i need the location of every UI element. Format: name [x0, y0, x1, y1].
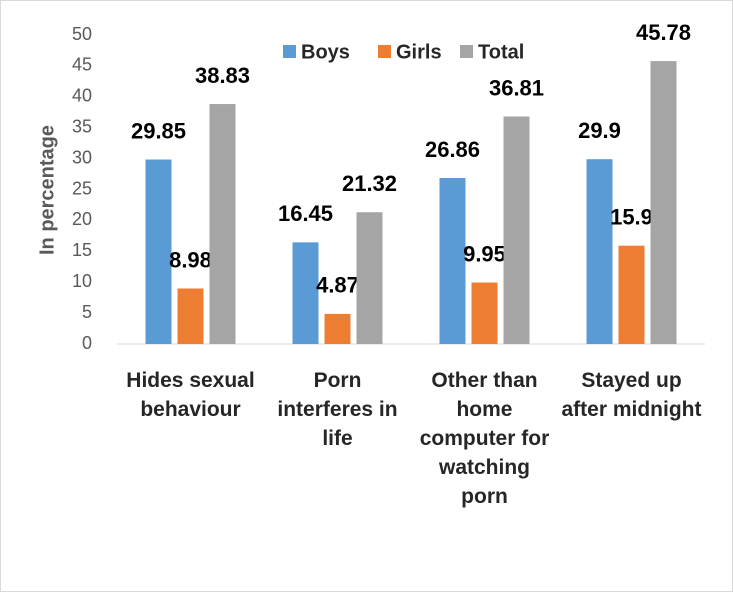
data-label: 26.86 — [425, 137, 480, 162]
data-label: 38.83 — [195, 63, 250, 88]
bar — [471, 282, 498, 344]
y-tick-label: 0 — [82, 333, 92, 353]
legend-swatch — [460, 45, 473, 58]
data-label: 21.32 — [342, 171, 397, 196]
bar — [177, 288, 204, 344]
data-label: 4.87 — [316, 273, 359, 298]
y-tick-label: 35 — [72, 116, 92, 136]
data-label: 29.9 — [578, 118, 621, 143]
y-tick-label: 25 — [72, 178, 92, 198]
bar — [292, 242, 319, 344]
data-label: 15.9 — [610, 205, 653, 230]
bar — [439, 178, 466, 344]
legend-swatch — [378, 45, 391, 58]
y-tick-label: 45 — [72, 55, 92, 75]
y-tick-label: 50 — [72, 24, 92, 44]
x-tick-label: Stayed up after midnight — [561, 369, 702, 421]
data-label: 9.95 — [463, 241, 506, 266]
y-axis-label: In percentage — [36, 125, 58, 255]
legend-label: Total — [478, 41, 524, 63]
y-tick-label: 40 — [72, 86, 92, 106]
data-label: 36.81 — [489, 75, 544, 100]
x-tick-label: Other than home computer for watching po… — [419, 369, 550, 508]
bar — [209, 104, 236, 344]
bar — [618, 245, 645, 344]
y-tick-label: 10 — [72, 271, 92, 291]
bar — [650, 61, 677, 345]
y-tick-label: 30 — [72, 147, 92, 167]
bar — [503, 116, 530, 345]
legend-label: Girls — [396, 41, 442, 63]
bar — [356, 212, 383, 344]
x-tick-label: Hides sexual behaviour — [126, 369, 255, 421]
y-tick-label: 20 — [72, 209, 92, 229]
data-label: 8.98 — [169, 247, 212, 272]
x-tick-label: Porn interferes in life — [277, 369, 398, 450]
y-tick-label: 5 — [82, 302, 92, 322]
bar — [586, 159, 613, 344]
bar — [145, 159, 172, 344]
data-label: 16.45 — [278, 201, 333, 226]
legend-swatch — [283, 45, 296, 58]
y-tick-label: 15 — [72, 240, 92, 260]
data-label: 29.85 — [131, 118, 186, 143]
legend-label: Boys — [301, 41, 350, 63]
bar — [324, 313, 351, 344]
data-label: 45.78 — [636, 20, 691, 45]
